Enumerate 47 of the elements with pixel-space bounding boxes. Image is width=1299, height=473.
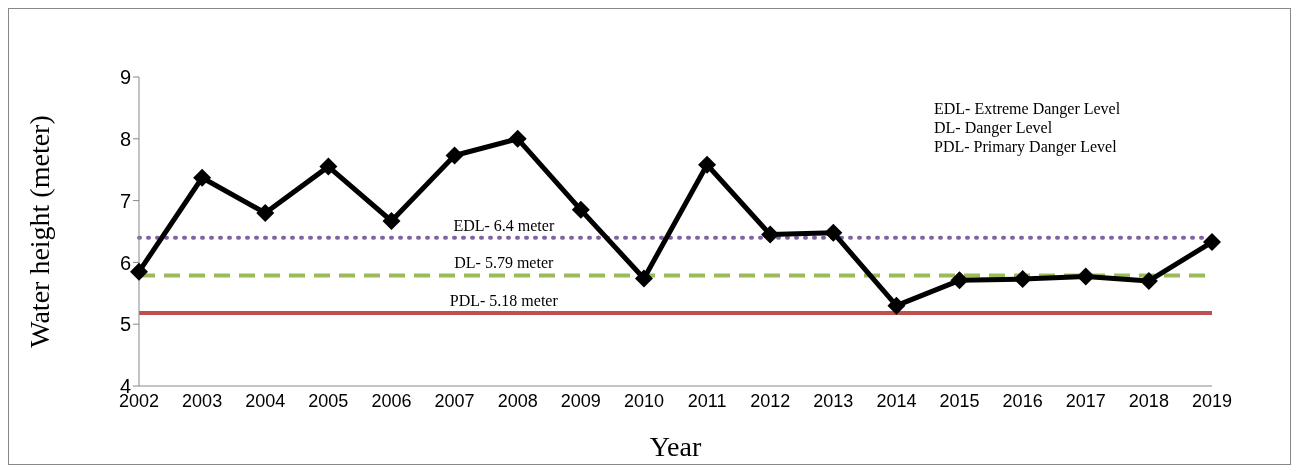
ref-line-label: PDL- 5.18 meter xyxy=(449,292,559,310)
x-tick-label: 2004 xyxy=(245,390,286,411)
x-tick-label: 2019 xyxy=(1191,390,1233,411)
x-tick-label: 2006 xyxy=(371,390,412,411)
point xyxy=(445,146,464,165)
point xyxy=(571,200,590,219)
point xyxy=(824,223,843,242)
x-tick-label: 2011 xyxy=(687,390,727,411)
y-tick-label: 9 xyxy=(119,66,131,89)
point xyxy=(1076,267,1095,286)
point xyxy=(634,269,653,288)
point xyxy=(1203,233,1221,252)
annotation: DL- Danger Level xyxy=(934,118,1054,137)
x-tick-label: 2008 xyxy=(497,390,538,411)
annotation: EDL- Extreme Danger Level xyxy=(934,99,1121,118)
x-tick-label: 2017 xyxy=(1065,390,1106,411)
x-tick-label: 2015 xyxy=(939,390,980,411)
x-tick-label: 2005 xyxy=(308,390,349,411)
x-tick-label: 2010 xyxy=(623,390,664,411)
y-tick-label: 5 xyxy=(119,313,131,336)
point xyxy=(256,203,275,222)
point xyxy=(698,155,717,174)
point xyxy=(193,168,212,187)
annotation: PDL- Primary Danger Level xyxy=(934,137,1118,156)
point xyxy=(382,211,401,230)
ref-line-label: EDL- 6.4 meter xyxy=(453,216,555,234)
y-tick-label: 8 xyxy=(119,127,131,150)
point xyxy=(319,157,338,176)
y-tick-label: 6 xyxy=(119,251,131,274)
y-tick-label: 7 xyxy=(119,189,131,212)
point xyxy=(761,225,780,244)
x-tick-label: 2018 xyxy=(1128,390,1169,411)
x-tick-label: 2013 xyxy=(813,390,854,411)
x-tick-label: 2003 xyxy=(182,390,223,411)
x-tick-label: 2012 xyxy=(750,390,791,411)
ref-line-label: DL- 5.79 meter xyxy=(454,254,555,272)
point xyxy=(887,296,906,315)
y-axis-title: Water height (meter) xyxy=(23,115,55,348)
x-tick-label: 2014 xyxy=(876,390,917,411)
point xyxy=(130,262,148,281)
x-tick-label: 2007 xyxy=(434,390,475,411)
point xyxy=(1013,270,1032,289)
point xyxy=(508,129,527,148)
x-axis-title: Year xyxy=(649,431,702,462)
x-tick-label: 2016 xyxy=(1002,390,1043,411)
point xyxy=(950,271,969,290)
x-tick-label: 2009 xyxy=(560,390,601,411)
